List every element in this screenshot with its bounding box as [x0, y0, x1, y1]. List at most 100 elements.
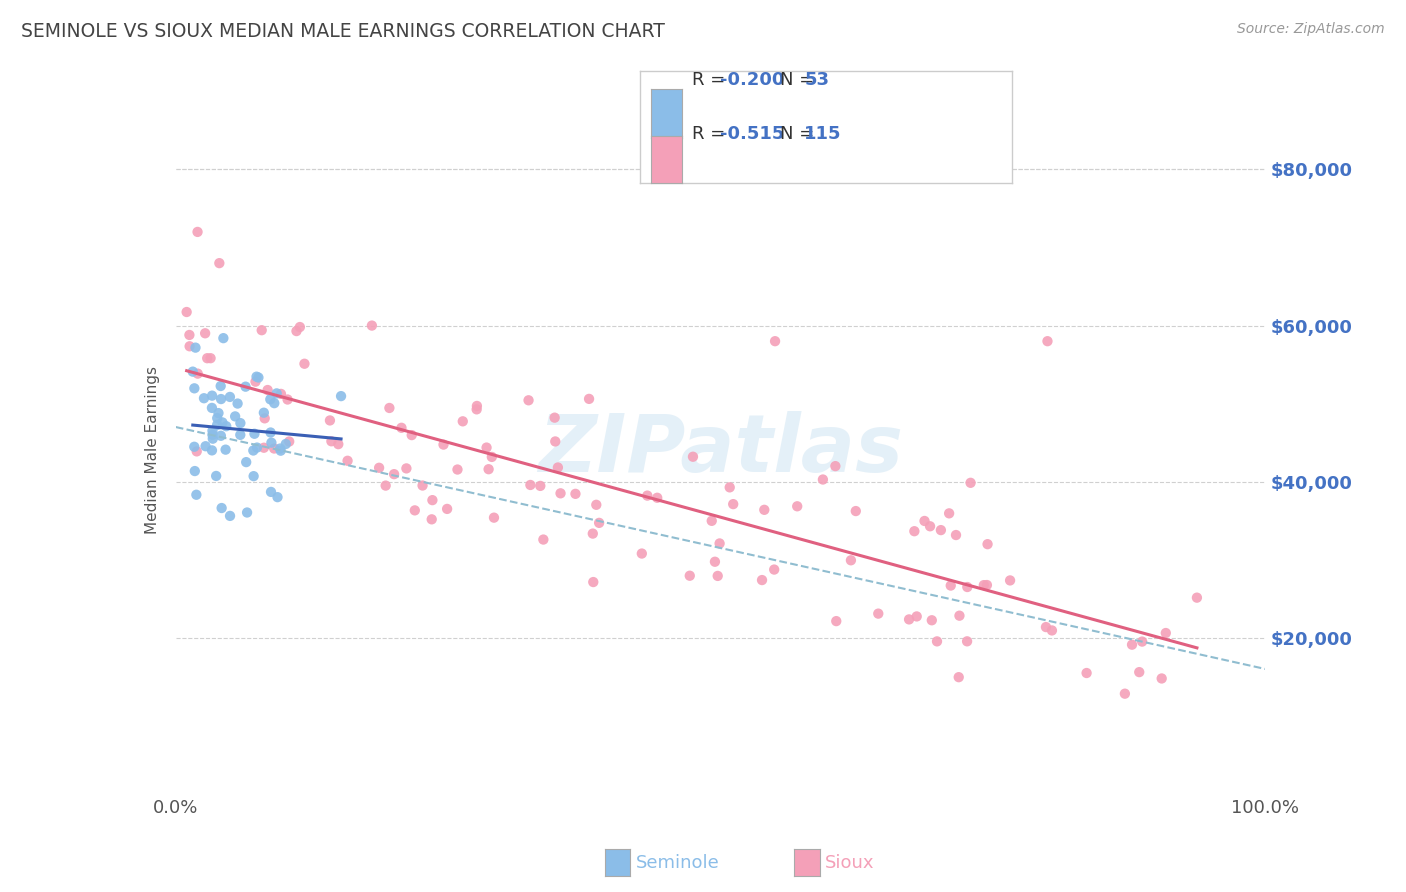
Point [259, 425, 281, 440]
Point [215, 419, 238, 434]
Point [250, 323, 273, 337]
Point [266, 386, 288, 401]
Point [209, 392, 232, 406]
Point [588, 516, 610, 530]
Point [270, 443, 292, 458]
Point [948, 670, 970, 684]
Point [236, 506, 259, 520]
Point [288, 320, 311, 334]
Point [763, 563, 786, 577]
Point [226, 396, 249, 410]
Point [582, 526, 605, 541]
Point [235, 455, 257, 469]
Point [478, 462, 501, 476]
Point [209, 429, 232, 443]
Point [186, 444, 208, 458]
Point [432, 437, 454, 451]
Point [465, 399, 488, 413]
Point [973, 578, 995, 592]
Point [925, 634, 948, 648]
Point [321, 434, 343, 449]
Point [374, 478, 396, 492]
Point [208, 256, 231, 270]
Point [253, 406, 276, 420]
Point [1036, 334, 1059, 349]
Point [246, 441, 269, 455]
Point [211, 416, 233, 430]
Point [938, 507, 960, 521]
Point [263, 396, 285, 410]
Point [519, 478, 541, 492]
Point [976, 537, 998, 551]
Point [214, 442, 236, 457]
Point [412, 478, 434, 492]
Point [718, 480, 741, 494]
Point [914, 514, 936, 528]
Point [229, 416, 252, 430]
Point [679, 568, 702, 582]
Point [229, 428, 252, 442]
Point [404, 503, 426, 517]
Text: Source: ZipAtlas.com: Source: ZipAtlas.com [1237, 22, 1385, 37]
Point [194, 439, 217, 453]
Point [179, 328, 201, 343]
Point [976, 578, 998, 592]
Point [378, 401, 401, 415]
Point [921, 613, 943, 627]
Point [235, 379, 257, 393]
Text: N =: N = [780, 125, 820, 143]
Point [763, 334, 786, 349]
Point [721, 497, 744, 511]
Point [446, 462, 468, 476]
Point [682, 450, 704, 464]
Point [181, 365, 204, 379]
Point [517, 393, 540, 408]
Point [1128, 665, 1150, 680]
Point [547, 460, 569, 475]
Point [256, 383, 278, 397]
Point [959, 475, 981, 490]
Point [253, 411, 276, 425]
Point [330, 389, 353, 403]
Point [200, 351, 222, 366]
Point [811, 473, 834, 487]
Text: SEMINOLE VS SIOUX MEDIAN MALE EARNINGS CORRELATION CHART: SEMINOLE VS SIOUX MEDIAN MALE EARNINGS C… [21, 22, 665, 41]
Point [482, 510, 505, 524]
Point [585, 498, 607, 512]
Point [481, 450, 503, 464]
Text: Seminole: Seminole [636, 854, 720, 871]
Point [475, 441, 498, 455]
Text: Sioux: Sioux [825, 854, 875, 871]
Point [224, 409, 246, 424]
Point [1076, 666, 1098, 681]
Point [360, 318, 382, 333]
Point [529, 479, 551, 493]
Point [243, 426, 266, 441]
Point [1121, 638, 1143, 652]
Point [898, 612, 921, 626]
Point [219, 508, 242, 523]
Point [184, 464, 207, 478]
Point [825, 614, 848, 628]
Point [948, 608, 970, 623]
Text: N =: N = [780, 71, 820, 89]
Point [401, 428, 423, 442]
Point [259, 392, 281, 407]
Point [186, 488, 208, 502]
Point [630, 547, 652, 561]
Text: R =: R = [692, 125, 731, 143]
Point [436, 502, 458, 516]
Text: R =: R = [692, 71, 731, 89]
Point [939, 578, 962, 592]
Point [209, 379, 232, 393]
Point [242, 469, 264, 483]
Point [274, 437, 297, 451]
Point [201, 389, 224, 403]
Point [709, 536, 731, 550]
Point [824, 459, 846, 474]
Point [706, 569, 728, 583]
Point [336, 454, 359, 468]
Point [294, 357, 316, 371]
Point [245, 375, 267, 389]
Point [956, 634, 979, 648]
